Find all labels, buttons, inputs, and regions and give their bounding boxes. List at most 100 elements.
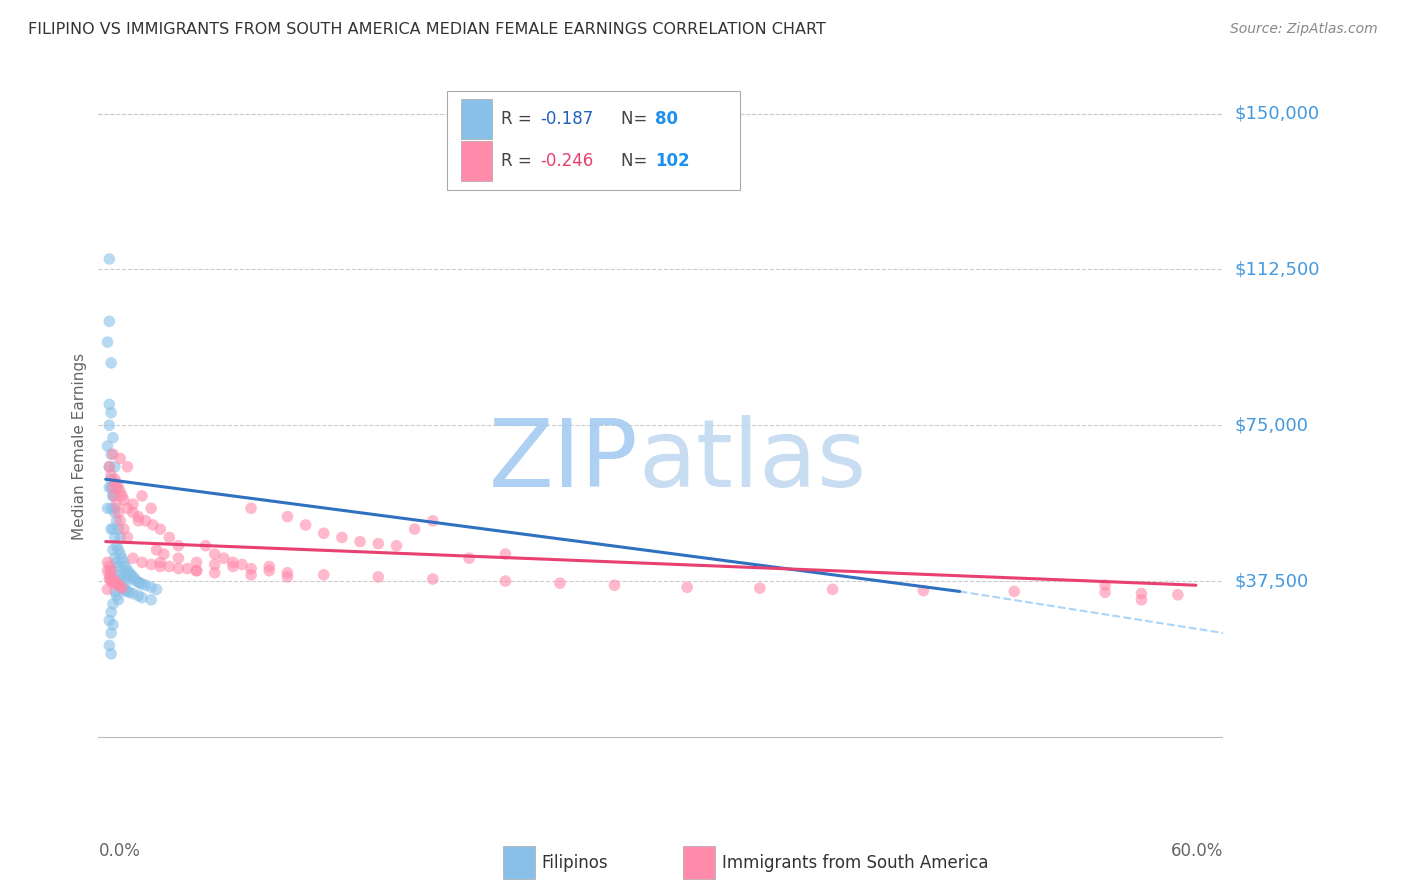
Point <box>104 551 127 566</box>
Point <box>107 578 129 592</box>
Point <box>127 514 149 528</box>
Point <box>149 555 172 569</box>
Point <box>114 572 136 586</box>
Point <box>149 559 172 574</box>
Text: Source: ZipAtlas.com: Source: ZipAtlas.com <box>1230 22 1378 37</box>
Point <box>204 547 226 561</box>
Point <box>122 506 145 520</box>
Point <box>167 561 190 575</box>
Point <box>105 576 128 591</box>
Point <box>104 472 127 486</box>
Point <box>104 584 127 599</box>
Point <box>118 585 141 599</box>
Point <box>276 570 298 584</box>
Point <box>101 572 124 586</box>
Point <box>212 551 235 566</box>
Point <box>107 578 129 592</box>
Point <box>98 567 121 582</box>
Point <box>186 564 208 578</box>
Point <box>145 542 167 557</box>
Point <box>98 639 121 653</box>
Point <box>100 481 122 495</box>
Point <box>125 574 148 588</box>
Point <box>1130 592 1153 607</box>
Text: atlas: atlas <box>638 415 866 507</box>
Point <box>101 481 124 495</box>
FancyBboxPatch shape <box>447 91 740 190</box>
Point <box>98 459 121 474</box>
Point <box>117 501 139 516</box>
Point <box>676 580 699 594</box>
Point <box>101 576 124 591</box>
Point <box>494 574 516 588</box>
Point <box>110 579 132 593</box>
Point <box>135 578 157 592</box>
Text: ZIP: ZIP <box>489 415 638 507</box>
Point <box>104 459 127 474</box>
Point <box>122 497 145 511</box>
Point <box>186 555 208 569</box>
Point <box>110 484 132 499</box>
Point <box>98 418 121 433</box>
Point <box>117 564 139 578</box>
Point <box>122 551 145 566</box>
Point <box>135 514 157 528</box>
Point <box>107 559 129 574</box>
Point <box>110 580 132 594</box>
Point <box>294 518 316 533</box>
Point <box>127 589 149 603</box>
Point <box>1002 584 1025 599</box>
Point <box>110 530 132 544</box>
Point <box>129 576 152 591</box>
Point <box>367 536 389 550</box>
Point <box>122 570 145 584</box>
Point <box>231 558 253 572</box>
Point <box>124 572 146 586</box>
Text: $150,000: $150,000 <box>1234 104 1319 122</box>
Point <box>118 566 141 580</box>
Point <box>112 555 135 569</box>
Point <box>240 501 263 516</box>
Point <box>139 592 162 607</box>
Text: 80: 80 <box>655 110 678 128</box>
Point <box>157 559 180 574</box>
Y-axis label: Median Female Earnings: Median Female Earnings <box>72 352 87 540</box>
Point <box>139 580 162 594</box>
Point <box>96 555 118 569</box>
FancyBboxPatch shape <box>683 847 714 880</box>
Point <box>105 589 128 603</box>
Point <box>349 534 371 549</box>
Point <box>100 626 122 640</box>
Text: FILIPINO VS IMMIGRANTS FROM SOUTH AMERICA MEDIAN FEMALE EARNINGS CORRELATION CHA: FILIPINO VS IMMIGRANTS FROM SOUTH AMERIC… <box>28 22 825 37</box>
Point <box>100 468 122 483</box>
Point <box>114 583 136 598</box>
Text: -0.246: -0.246 <box>540 152 593 169</box>
Text: N=: N= <box>621 152 652 169</box>
Point <box>112 570 135 584</box>
Point <box>139 501 162 516</box>
Text: $112,500: $112,500 <box>1234 260 1320 278</box>
Point <box>100 406 122 420</box>
Point <box>117 530 139 544</box>
Point <box>104 574 127 588</box>
Point <box>105 514 128 528</box>
FancyBboxPatch shape <box>461 141 492 181</box>
Point <box>131 555 153 569</box>
Point <box>276 509 298 524</box>
Point <box>100 472 122 486</box>
Text: R =: R = <box>501 152 537 169</box>
Point <box>145 582 167 597</box>
Point <box>1167 588 1189 602</box>
Point <box>194 539 217 553</box>
Point <box>104 501 127 516</box>
Point <box>1094 585 1116 599</box>
Point <box>204 566 226 580</box>
Point <box>1130 586 1153 600</box>
Point <box>131 489 153 503</box>
Point <box>153 547 176 561</box>
Point <box>100 570 122 584</box>
Point <box>748 581 770 595</box>
Point <box>100 564 122 578</box>
Point <box>96 501 118 516</box>
Point <box>458 551 481 566</box>
